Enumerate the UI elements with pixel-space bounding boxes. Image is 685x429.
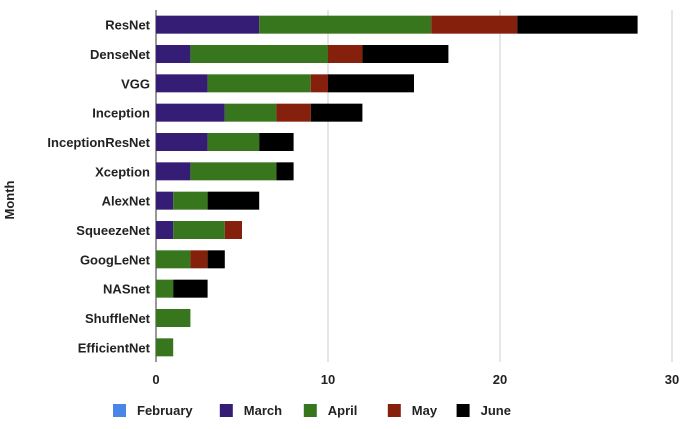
- category-label: DenseNet: [90, 47, 151, 62]
- bar-resnet-may: [431, 15, 518, 34]
- bar-squeezenet-april: [173, 221, 225, 239]
- bar-inceptionresnet-june: [259, 133, 294, 151]
- bar-densenet-may: [328, 45, 363, 63]
- category-label: InceptionResNet: [47, 135, 150, 150]
- bar-googlenet-april: [156, 250, 191, 269]
- legend-label-april: April: [328, 403, 358, 418]
- grid-lines: [155, 10, 673, 362]
- bar-resnet-march: [156, 15, 260, 34]
- legend-label-may: May: [412, 403, 438, 418]
- category-label: ResNet: [105, 18, 150, 33]
- category-label: EfficientNet: [78, 340, 151, 355]
- bar-inceptionresnet-march: [156, 133, 208, 151]
- legend-label-june: June: [481, 403, 511, 418]
- bar-densenet-march: [156, 45, 191, 63]
- bar-xception-march: [156, 162, 191, 181]
- y-axis-title: Month: [2, 180, 17, 219]
- bars: [156, 15, 638, 357]
- bar-vgg-may: [310, 74, 328, 93]
- category-label: NASnet: [103, 282, 151, 297]
- bar-xception-june: [276, 162, 294, 181]
- bar-squeezenet-march: [156, 221, 174, 239]
- bar-resnet-june: [517, 15, 638, 34]
- bar-nasnet-june: [173, 279, 208, 298]
- bar-vgg-april: [207, 74, 311, 93]
- bar-inception-may: [276, 103, 311, 122]
- bar-googlenet-june: [207, 250, 225, 269]
- bar-densenet-april: [190, 45, 328, 63]
- bar-efficientnet-april: [156, 338, 174, 357]
- legend-swatch-march: [219, 404, 233, 417]
- legend-swatch-february: [113, 404, 126, 417]
- category-label: ShuffleNet: [85, 311, 151, 326]
- bar-inception-april: [224, 103, 277, 122]
- x-tick-labels: 0 10 20 30: [152, 372, 679, 387]
- bar-vgg-june: [328, 74, 414, 93]
- x-tick-label: 0: [152, 372, 159, 387]
- bar-inception-march: [156, 103, 225, 122]
- bar-vgg-march: [156, 74, 208, 93]
- category-label: GoogLeNet: [80, 252, 151, 267]
- bar-alexnet-march: [156, 191, 174, 210]
- bar-shufflenet-april: [156, 309, 191, 327]
- bar-alexnet-april: [173, 191, 208, 210]
- category-label: Xception: [95, 164, 150, 179]
- legend-swatch-may: [387, 404, 401, 417]
- bar-nasnet-april: [156, 279, 174, 298]
- x-tick-label: 20: [493, 372, 507, 387]
- x-tick-label: 10: [321, 372, 335, 387]
- legend-label-march: March: [244, 403, 282, 418]
- legend: February March April May June: [113, 403, 511, 418]
- category-label: VGG: [121, 76, 150, 91]
- category-labels: ResNet DenseNet VGG Inception InceptionResNe…: [47, 18, 150, 356]
- bar-xception-april: [190, 162, 277, 181]
- bar-densenet-june: [362, 45, 449, 63]
- category-label: AlexNet: [102, 194, 151, 209]
- category-label: SqueezeNet: [76, 223, 150, 238]
- legend-swatch-june: [456, 404, 470, 417]
- bar-alexnet-june: [207, 191, 260, 210]
- legend-label-february: February: [137, 403, 193, 418]
- bar-inceptionresnet-april: [207, 133, 260, 151]
- bar-googlenet-may: [190, 250, 208, 269]
- x-tick-label: 30: [665, 372, 679, 387]
- legend-swatch-april: [303, 404, 317, 417]
- bar-inception-june: [310, 103, 363, 122]
- category-label: Inception: [92, 106, 150, 121]
- bar-resnet-april: [259, 15, 432, 34]
- bar-squeezenet-may: [224, 221, 242, 239]
